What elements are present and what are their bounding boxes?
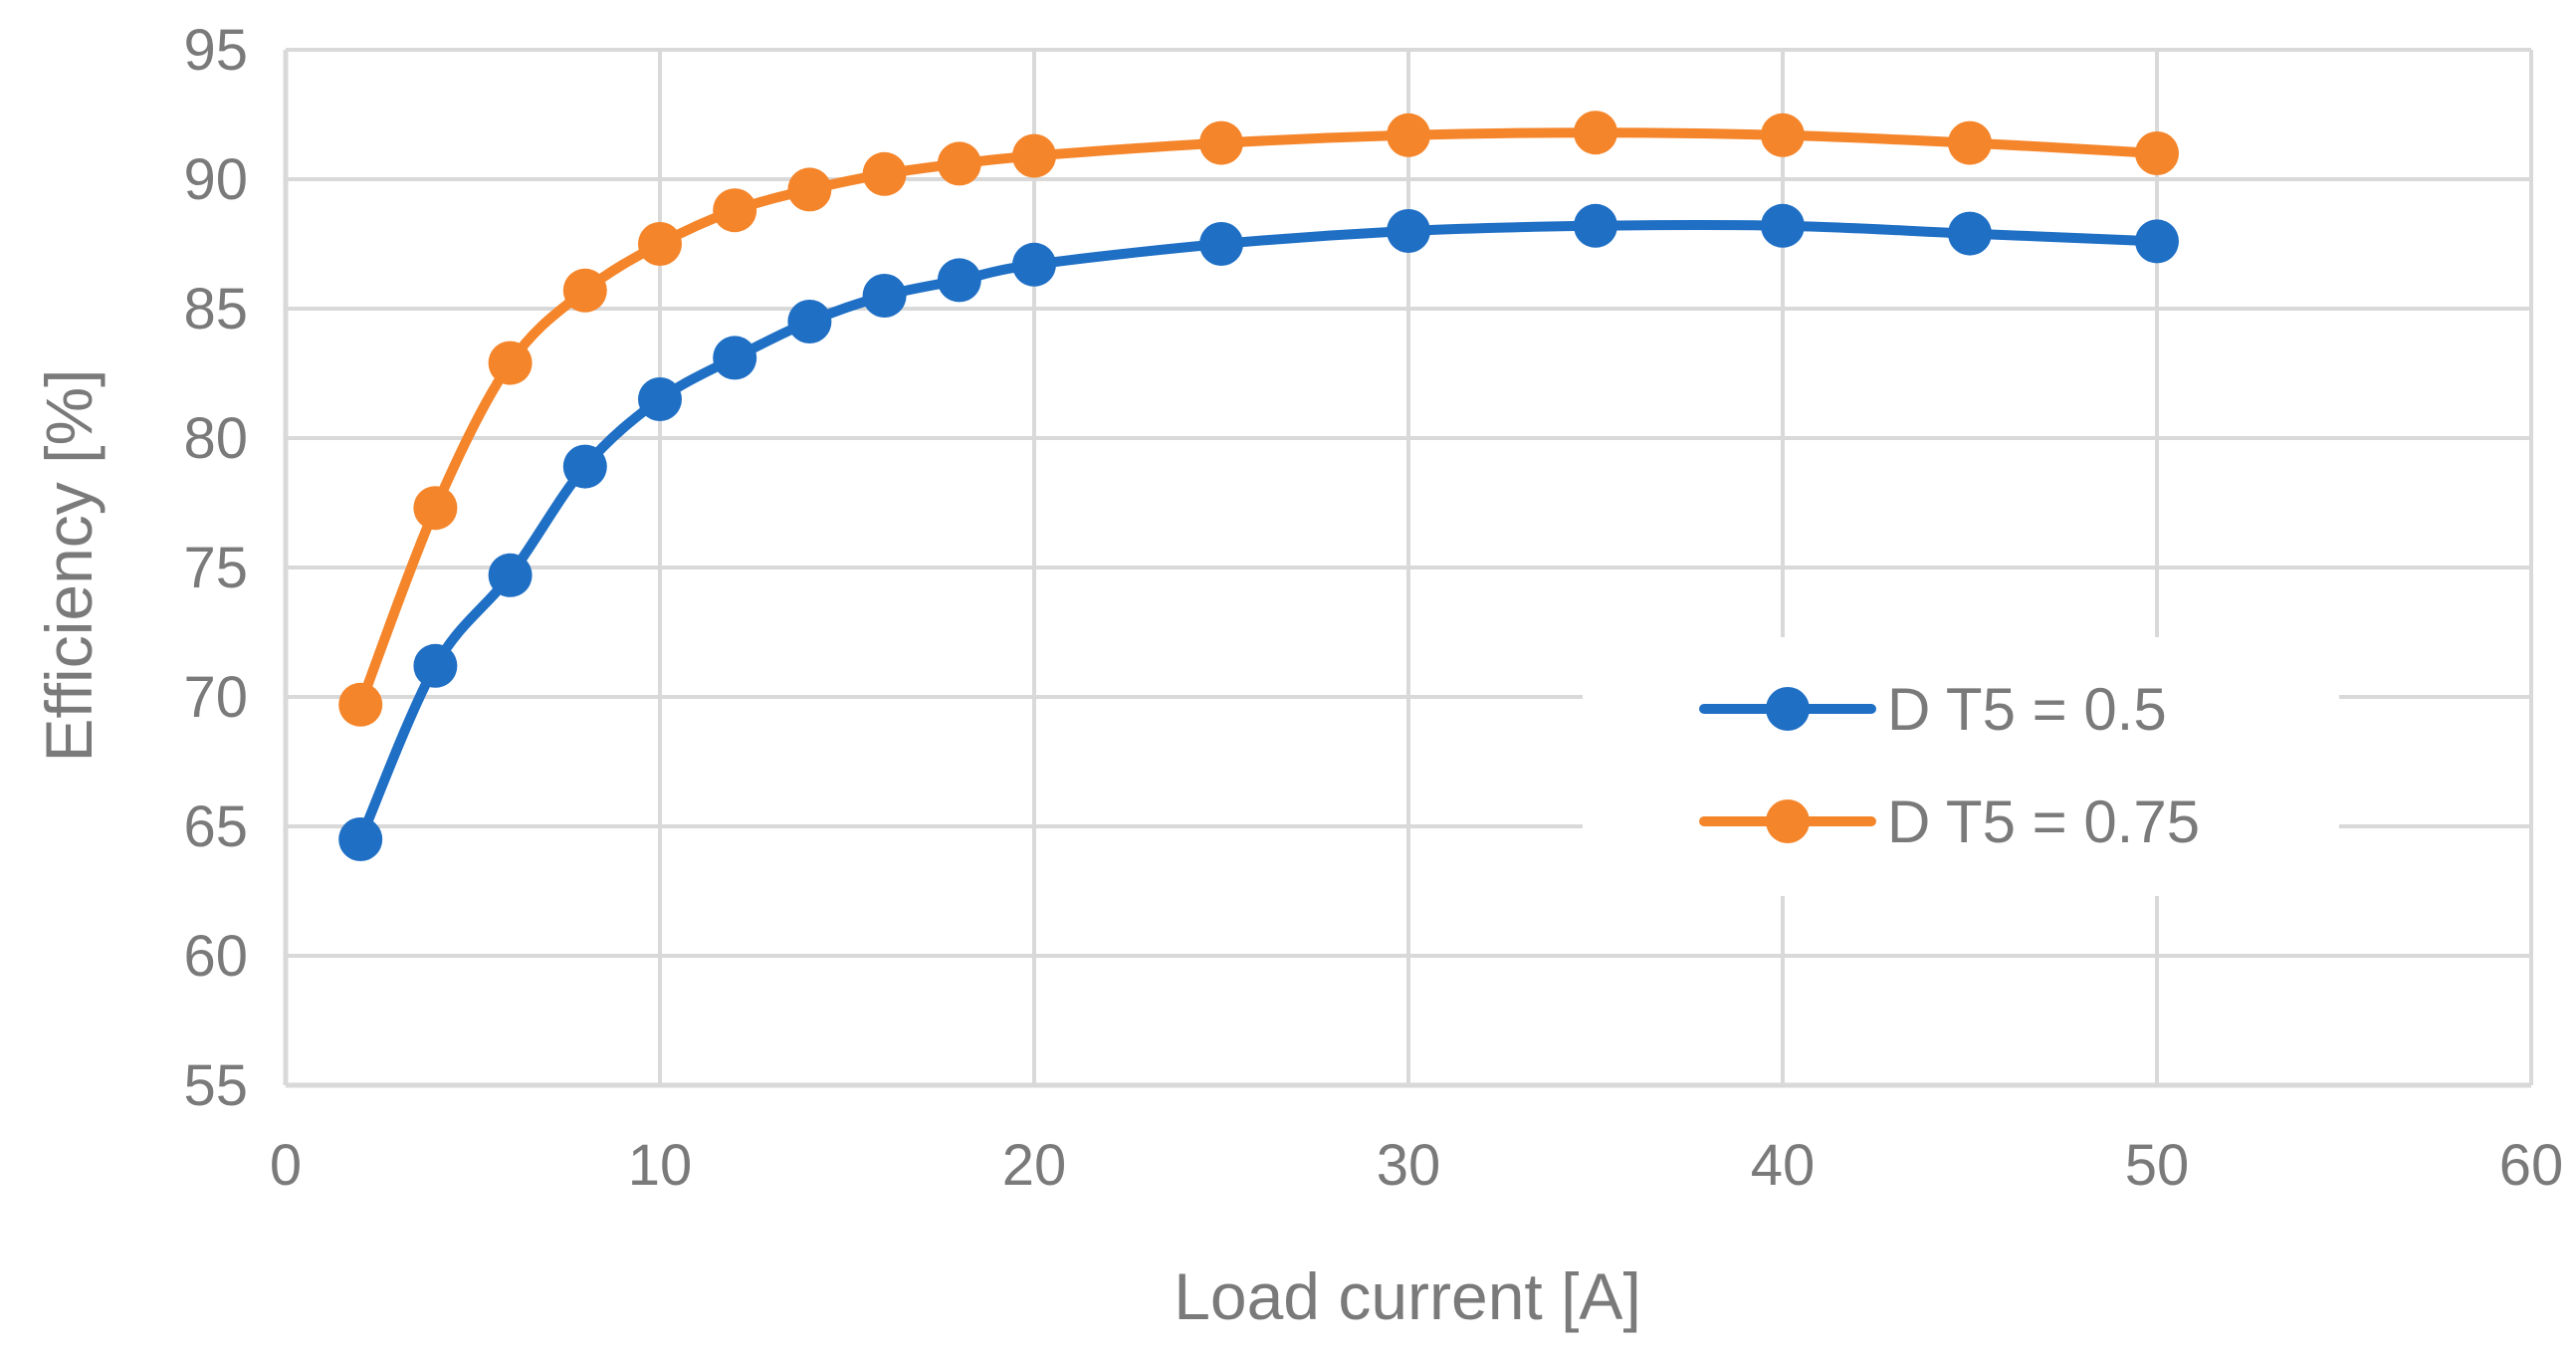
data-point — [1199, 222, 1243, 266]
data-point — [338, 817, 383, 861]
data-point — [413, 486, 458, 531]
data-point — [1761, 203, 1805, 248]
series-lines — [338, 111, 2179, 861]
data-point — [787, 167, 832, 212]
series-2 — [338, 111, 2179, 727]
data-point — [1574, 111, 1617, 155]
data-point — [1574, 203, 1617, 248]
data-point — [937, 141, 981, 186]
x-tick-label: 20 — [1002, 1133, 1067, 1198]
data-point — [713, 188, 757, 233]
data-point — [2135, 219, 2179, 264]
data-point — [562, 268, 607, 313]
data-point — [1948, 211, 1992, 256]
x-tick-label: 50 — [2125, 1133, 2190, 1198]
data-point — [1761, 113, 1805, 157]
legend-background — [1583, 637, 2339, 896]
legend-label: D T5 = 0.5 — [1887, 676, 2167, 743]
y-tick-label: 65 — [183, 794, 248, 859]
y-tick-label: 70 — [183, 665, 248, 730]
y-tick-label: 55 — [183, 1053, 248, 1118]
legend-entry: D T5 = 0.5 — [1699, 676, 2167, 743]
y-tick-label: 75 — [183, 536, 248, 600]
data-point — [937, 258, 981, 303]
axes: 0 10 20 30 40 50 60 55 60 65 70 75 80 85 90 95 — [183, 18, 2563, 1198]
x-tick-label: 10 — [628, 1133, 693, 1198]
data-point — [562, 444, 607, 489]
y-tick-label: 85 — [183, 277, 248, 341]
y-tick-label: 80 — [183, 406, 248, 471]
data-point — [862, 151, 907, 196]
data-point — [338, 682, 383, 727]
data-point — [862, 274, 907, 318]
legend: D T5 = 0.5 D T5 = 0.75 — [1583, 637, 2339, 896]
data-point — [2135, 131, 2179, 175]
y-axis-title: Efficiency [%] — [32, 369, 106, 763]
data-point — [1948, 120, 1992, 165]
x-tick-label: 60 — [2499, 1133, 2564, 1198]
grid-lines — [286, 48, 2533, 1085]
data-point — [488, 340, 533, 385]
data-point — [1387, 113, 1430, 157]
data-point — [713, 336, 757, 380]
y-tick-label: 95 — [183, 18, 248, 83]
data-point — [1012, 133, 1056, 178]
legend-marker — [1766, 799, 1810, 843]
x-tick-label: 0 — [270, 1133, 302, 1198]
x-axis-title: Load current [A] — [1174, 1259, 1641, 1333]
x-tick-label: 30 — [1377, 1133, 1441, 1198]
data-point — [1199, 120, 1243, 165]
legend-entry: D T5 = 0.75 — [1699, 789, 2200, 855]
legend-marker — [1766, 687, 1810, 731]
data-point — [488, 553, 533, 597]
data-point — [787, 300, 832, 343]
y-tick-label: 90 — [183, 147, 248, 212]
data-point — [638, 377, 682, 421]
y-tick-label: 60 — [183, 924, 248, 989]
legend-label: D T5 = 0.75 — [1887, 789, 2200, 855]
data-point — [1012, 242, 1056, 287]
data-point — [413, 643, 458, 688]
series-1 — [338, 203, 2179, 861]
x-tick-label: 40 — [1751, 1133, 1816, 1198]
data-point — [638, 222, 682, 266]
data-point — [1387, 209, 1430, 253]
